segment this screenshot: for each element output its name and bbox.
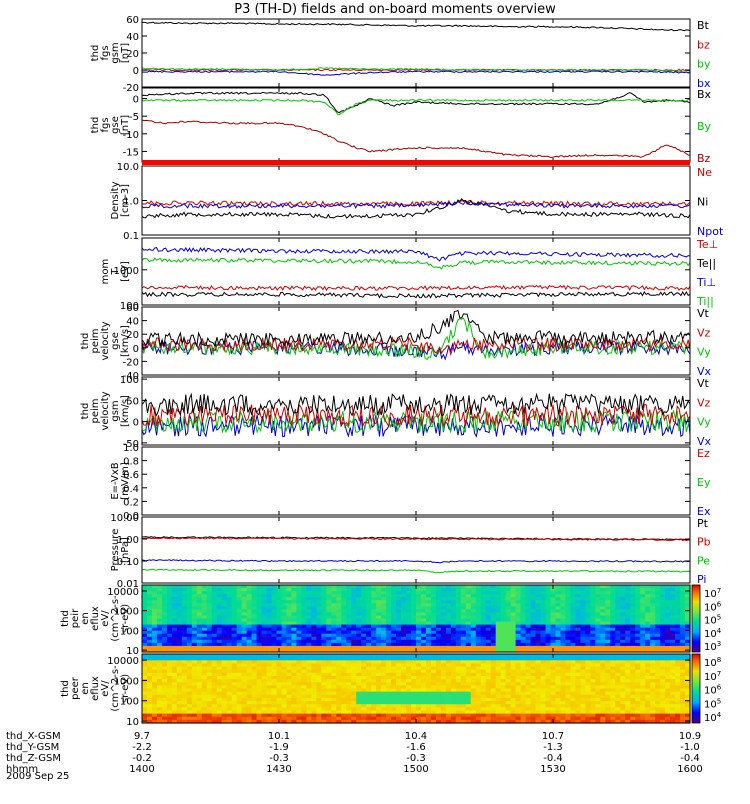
y-axis-label: [nT] — [120, 43, 131, 63]
y-axis-label: [nPa] — [120, 537, 131, 563]
legend-label: Te⊥ — [696, 238, 718, 251]
legend-label: Vy — [697, 416, 711, 429]
y-tick-label: 10.0 — [117, 162, 139, 173]
y-axis-label: [km/s] — [120, 325, 131, 357]
legend-label: Npot — [697, 225, 724, 238]
y-axis-label: [nT] — [120, 115, 131, 135]
series-line-bx — [142, 71, 690, 75]
legend-label: Vt — [697, 307, 710, 320]
series-line-te — [142, 286, 690, 291]
legend-label: Bz — [697, 152, 711, 165]
y-tick-label: -20 — [123, 83, 139, 94]
legend-label: By — [697, 120, 712, 133]
panel-frame — [142, 447, 690, 515]
y-tick-label: 0 — [133, 66, 139, 77]
y-tick-label: 100 — [120, 375, 139, 386]
y-tick-label: 60 — [126, 303, 139, 314]
legend-label: Pb — [697, 536, 711, 549]
legend-label: Bt — [697, 19, 710, 32]
colorbar-label: 106 — [704, 600, 722, 613]
y-tick-label: 0 — [133, 344, 139, 355]
y-tick-label: 0 — [133, 418, 139, 429]
y-tick-label: 0.1 — [123, 231, 139, 242]
y-tick-label: 1.0 — [123, 443, 139, 454]
spectrogram-cells — [142, 654, 691, 724]
panel-frame — [142, 19, 690, 87]
legend-label: Bx — [697, 88, 712, 101]
legend-label: Ey — [697, 476, 711, 489]
y-axis-label: [eV] — [120, 261, 131, 282]
y-axis-label: [cm-3] — [120, 184, 131, 217]
legend-label: Ni — [697, 196, 708, 209]
legend-label: Vz — [697, 326, 711, 339]
y-tick-label: -20 — [123, 357, 139, 368]
y-tick-label: 10.00 — [110, 513, 139, 524]
plot-title: P3 (TH-D) fields and on-board moments ov… — [234, 2, 556, 17]
series-line-ti — [142, 258, 690, 269]
series-line-pe — [142, 569, 690, 573]
y-axis-label: [km/s] — [120, 395, 131, 427]
series-line-te — [142, 292, 690, 298]
legend-label: Vt — [697, 377, 710, 390]
legend-label: bz — [697, 38, 710, 51]
colorbar — [692, 585, 700, 652]
legend-label: Ez — [697, 447, 710, 460]
legend-label: Ne — [697, 166, 712, 179]
series-line-pi — [142, 560, 690, 563]
legend-label: Vy — [697, 346, 711, 359]
legend-label: Pi — [697, 573, 706, 586]
colorbar-label: 105 — [704, 614, 721, 627]
y-tick-label: -15 — [123, 147, 139, 158]
y-tick-label: 0 — [133, 95, 139, 106]
panel-frame — [142, 377, 690, 445]
spectrogram-cells — [142, 585, 691, 653]
legend-label: Vz — [697, 396, 711, 409]
colorbar-label: 104 — [704, 627, 722, 640]
y-tick-label: 60 — [126, 15, 139, 26]
legend-label: Te|| — [696, 257, 716, 270]
legend-label: Pt — [697, 517, 709, 530]
y-axis-label: [mV/m] — [120, 462, 131, 500]
legend-label: Ti⊥ — [696, 276, 716, 289]
series-line-bz — [142, 120, 690, 158]
series-line-vt — [142, 310, 690, 346]
series-line-bt — [142, 22, 690, 31]
series-line-vy — [142, 318, 690, 359]
y-tick-label: 40 — [126, 32, 139, 43]
legend-label: Pe — [697, 554, 710, 567]
colorbar-label: 103 — [704, 640, 721, 653]
panel-frame — [142, 166, 690, 235]
legend-label: by — [697, 58, 711, 71]
series-line-by — [142, 99, 690, 114]
series-line-bx — [142, 92, 690, 112]
y-axis-label: sr-eV) — [120, 604, 131, 633]
panel-frame — [142, 517, 690, 583]
colorbar-label: 107 — [704, 587, 721, 600]
